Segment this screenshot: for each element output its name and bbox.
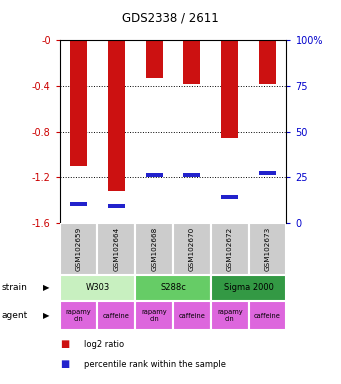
Bar — [70, 40, 87, 166]
Text: GSM102673: GSM102673 — [265, 227, 270, 271]
Bar — [70, 202, 87, 207]
Bar — [211, 223, 249, 275]
Text: percentile rank within the sample: percentile rank within the sample — [84, 360, 225, 369]
Text: caffeine: caffeine — [103, 313, 130, 319]
Text: GSM102672: GSM102672 — [227, 227, 233, 271]
Bar — [135, 301, 173, 330]
Text: strain: strain — [2, 283, 28, 293]
Bar — [211, 275, 286, 301]
Text: W303: W303 — [85, 283, 109, 293]
Text: log2 ratio: log2 ratio — [84, 341, 124, 349]
Bar — [98, 301, 135, 330]
Bar — [135, 223, 173, 275]
Text: ■: ■ — [60, 339, 69, 349]
Text: GSM102659: GSM102659 — [76, 227, 81, 271]
Text: rapamy
cin: rapamy cin — [142, 310, 167, 322]
Text: caffeine: caffeine — [179, 313, 205, 319]
Bar — [146, 40, 163, 78]
Bar — [60, 275, 135, 301]
Text: S288c: S288c — [160, 283, 186, 293]
Text: caffeine: caffeine — [254, 313, 281, 319]
Bar — [108, 40, 125, 191]
Text: rapamy
cin: rapamy cin — [217, 310, 242, 322]
Bar — [259, 172, 276, 175]
Text: GSM102664: GSM102664 — [113, 227, 119, 271]
Bar — [60, 301, 98, 330]
Bar — [146, 173, 163, 177]
Bar — [249, 301, 286, 330]
Bar — [60, 223, 98, 275]
Text: Sigma 2000: Sigma 2000 — [224, 283, 273, 293]
Bar — [249, 223, 286, 275]
Bar — [108, 204, 125, 208]
Text: agent: agent — [2, 311, 28, 320]
Bar — [259, 40, 276, 84]
Bar — [211, 301, 249, 330]
Bar — [183, 173, 201, 177]
Bar — [173, 301, 211, 330]
Text: ▶: ▶ — [43, 311, 49, 320]
Text: GDS2338 / 2611: GDS2338 / 2611 — [122, 12, 219, 25]
Bar — [173, 223, 211, 275]
Text: GSM102668: GSM102668 — [151, 227, 157, 271]
Text: GSM102670: GSM102670 — [189, 227, 195, 271]
Bar — [221, 40, 238, 138]
Text: rapamy
cin: rapamy cin — [66, 310, 91, 322]
Text: ■: ■ — [60, 359, 69, 369]
Bar — [135, 275, 211, 301]
Bar — [98, 223, 135, 275]
Bar — [221, 195, 238, 199]
Bar — [183, 40, 201, 84]
Text: ▶: ▶ — [43, 283, 49, 293]
